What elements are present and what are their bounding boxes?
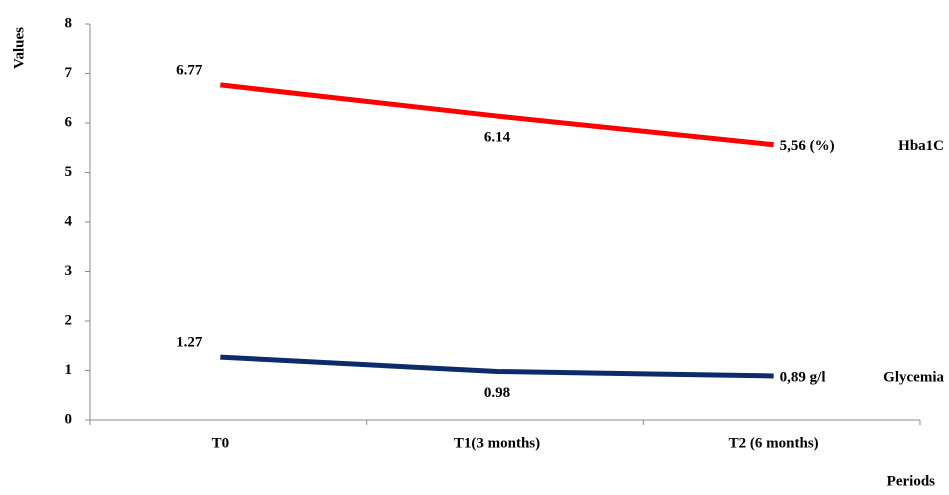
series-line bbox=[220, 82, 774, 148]
value-label: 6.14 bbox=[484, 130, 511, 146]
value-label: 6.77 bbox=[176, 62, 203, 78]
y-tick-label: 5 bbox=[65, 164, 73, 180]
x-tick-label: T1(3 months) bbox=[454, 435, 540, 451]
value-label: 0,89 g/l bbox=[780, 369, 826, 385]
y-axis-label: Values bbox=[11, 27, 27, 69]
y-tick-label: 0 bbox=[65, 411, 73, 427]
x-tick-label: T2 (6 months) bbox=[729, 435, 819, 451]
y-tick-label: 2 bbox=[65, 312, 73, 328]
series-line bbox=[220, 354, 774, 379]
value-label: 5,56 (%) bbox=[780, 138, 835, 154]
y-tick-label: 4 bbox=[65, 213, 73, 229]
y-tick-label: 8 bbox=[65, 15, 73, 31]
y-tick-label: 6 bbox=[65, 114, 73, 130]
legend-label: Hba1C bbox=[898, 138, 944, 154]
y-tick-label: 3 bbox=[65, 263, 73, 279]
y-tick-label: 7 bbox=[65, 65, 73, 81]
value-label: 1.27 bbox=[176, 335, 203, 351]
x-axis-label: Periods bbox=[887, 473, 935, 489]
y-tick-label: 1 bbox=[65, 362, 73, 378]
value-label: 0.98 bbox=[484, 385, 510, 401]
legend-label: Glycemia bbox=[883, 369, 944, 385]
x-tick-label: T0 bbox=[212, 435, 230, 451]
